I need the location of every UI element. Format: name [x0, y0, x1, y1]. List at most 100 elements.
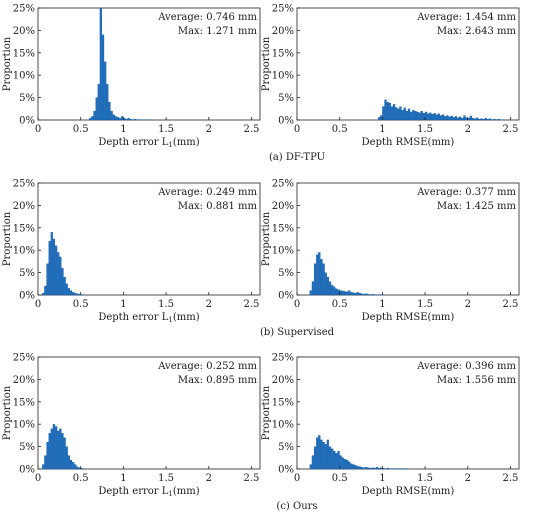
histogram-bar [418, 112, 421, 121]
histogram-bar [454, 116, 458, 121]
max-label: Max: 0.895 mm [178, 375, 258, 386]
y-tick-label: 25% [272, 179, 294, 190]
y-tick-label: 0% [278, 116, 294, 127]
histogram-bar [114, 116, 117, 121]
histogram-bar [350, 292, 353, 296]
histogram-bar [129, 118, 132, 121]
x-tick-label: 1.5 [417, 299, 433, 310]
histogram-bar [380, 115, 383, 121]
x-tick-label: 2.5 [244, 473, 260, 484]
histogram-bar [121, 116, 124, 121]
histogram-bar [57, 252, 60, 296]
histogram-bar [112, 114, 115, 121]
y-tick-label: 10% [272, 71, 294, 82]
x-tick-label: 0 [35, 473, 41, 484]
y-tick-label: 0% [19, 116, 35, 127]
y-axis-label: Proportion [261, 211, 272, 266]
histogram-bar [345, 459, 349, 470]
y-tick-label: 5% [278, 442, 294, 453]
x-tick-label: 1 [379, 124, 385, 135]
histogram-bar [339, 455, 342, 470]
histogram-bar [356, 292, 359, 296]
y-axis-label: Proportion [261, 36, 272, 91]
x-tick-label: 1 [120, 299, 126, 310]
x-axis-label: Depth RMSE(mm) [362, 137, 455, 148]
y-tick-label: 10% [272, 246, 294, 257]
y-tick-label: 15% [13, 397, 35, 408]
histogram-bar [399, 106, 402, 121]
x-tick-label: 0.5 [332, 124, 348, 135]
histogram-bar [433, 113, 436, 121]
histogram-bar [63, 276, 66, 296]
histogram-bar [350, 463, 353, 470]
y-tick-label: 10% [13, 71, 35, 82]
histogram-bar [395, 107, 398, 121]
histogram-bar [382, 106, 385, 121]
chart-panel-5: 0 0.5 1 1.5 2 2.5 0% 5% 10% 15% 20% 25% Proportion De… [261, 353, 520, 497]
y-tick-label: 0% [19, 465, 35, 476]
histogram-bar [42, 464, 45, 470]
histogram-bar [435, 114, 438, 121]
histogram-bar [345, 291, 349, 296]
histogram-bar [54, 426, 58, 470]
histogram-bar [471, 118, 475, 121]
x-axis-label: Depth error L1(mm) [98, 486, 199, 498]
histogram-bar [444, 116, 447, 121]
histogram-bar [316, 254, 319, 296]
x-tick-label: 2 [465, 124, 471, 135]
histogram-bar [390, 106, 394, 121]
histogram-bar [356, 466, 359, 470]
histogram-bar [459, 116, 462, 121]
histogram-bar [116, 117, 120, 121]
y-tick-label: 15% [272, 397, 294, 408]
x-tick-label: 0 [294, 299, 300, 310]
histogram-bar [69, 290, 73, 296]
x-tick-label: 0 [35, 299, 41, 310]
y-axis-label: Proportion [2, 211, 13, 266]
histogram-bar [311, 455, 315, 470]
histogram-bar [331, 448, 334, 470]
y-tick-label: 20% [272, 201, 294, 212]
histogram-bar [341, 290, 344, 296]
histogram-bar [72, 462, 75, 470]
histogram-bar [57, 430, 60, 470]
histogram-bar [78, 467, 81, 470]
histogram-bar [76, 466, 79, 470]
histogram-bar [482, 118, 485, 121]
y-tick-label: 0% [278, 465, 294, 476]
histogram-bar [412, 110, 415, 121]
histogram-bar [324, 272, 327, 296]
histogram-bar [52, 238, 56, 296]
y-tick-label: 0% [19, 291, 35, 302]
histogram-bar [469, 115, 473, 121]
histogram-bar [78, 293, 81, 296]
y-tick-label: 5% [278, 268, 294, 279]
histogram-bar [484, 118, 487, 121]
average-label: Average: 0.396 mm [416, 361, 516, 372]
y-tick-label: 20% [13, 201, 35, 212]
average-label: Average: 0.377 mm [416, 187, 516, 198]
x-tick-label: 0.5 [73, 299, 89, 310]
y-tick-label: 15% [13, 48, 35, 59]
histogram-bar [44, 285, 47, 296]
histogram-bar [371, 467, 374, 470]
y-tick-label: 25% [272, 353, 294, 364]
histogram-bar [61, 433, 64, 470]
histogram-bar [48, 433, 51, 470]
histogram-bar [363, 293, 366, 296]
x-tick-label: 2.5 [503, 473, 519, 484]
x-axis-label: Depth error L1(mm) [98, 137, 199, 149]
histogram-bar [410, 111, 413, 121]
plot-frame [37, 356, 261, 470]
x-tick-label: 1.5 [158, 473, 174, 484]
histogram-bar [104, 61, 107, 121]
histogram-bar [427, 113, 430, 121]
plot-frame [37, 7, 261, 121]
max-label: Max: 1.425 mm [437, 201, 517, 212]
histogram-bar [478, 118, 481, 121]
histogram-bar [50, 428, 53, 470]
histogram-bar [488, 118, 492, 121]
histogram-bar [405, 110, 408, 121]
histogram-bar [341, 457, 344, 470]
histogram-bar [322, 263, 325, 296]
